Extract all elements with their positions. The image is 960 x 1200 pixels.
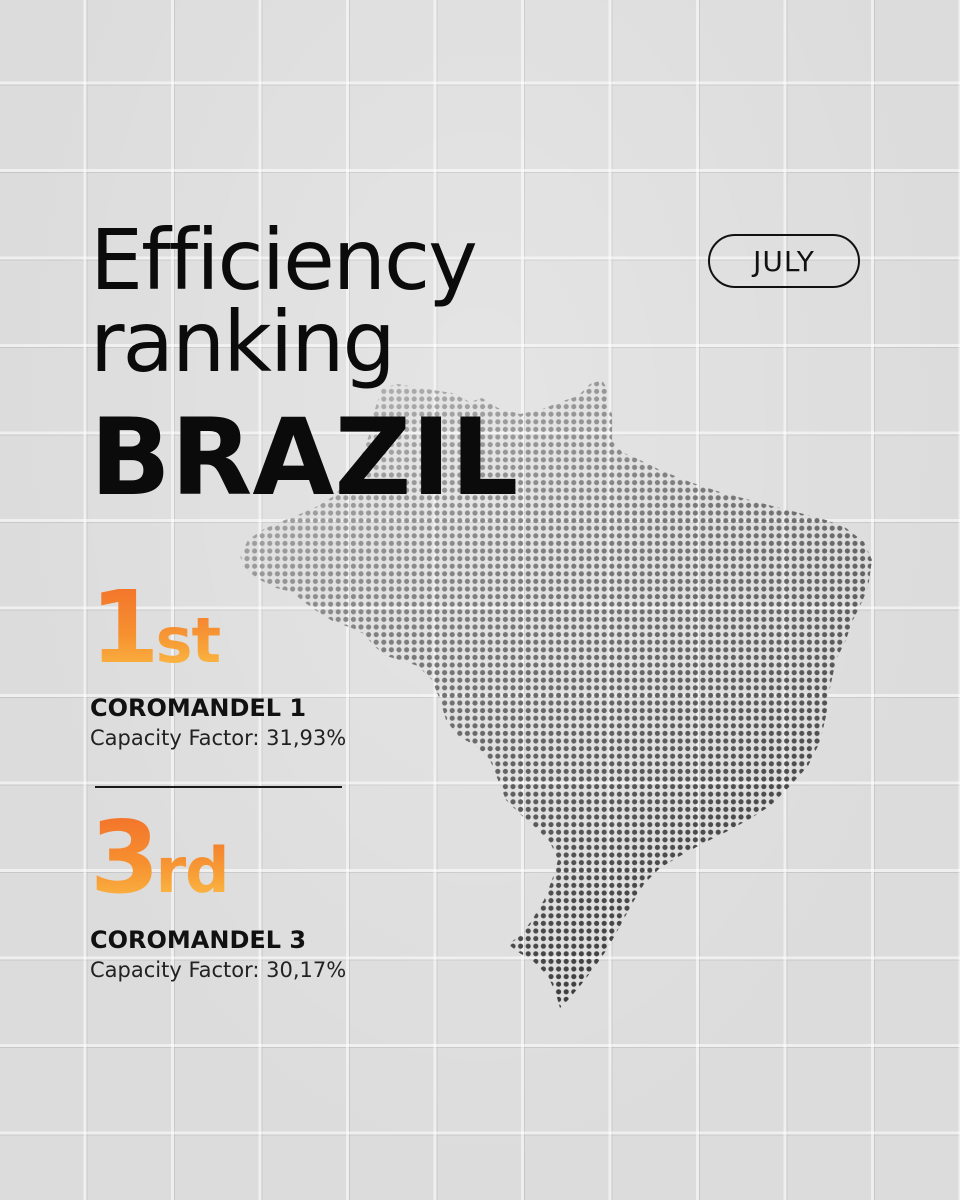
- ranking-entry-third: 3rd COROMANDEL 3 Capacity Factor: 30,17%: [90, 808, 410, 984]
- month-badge: JULY: [708, 234, 860, 288]
- plant-name: COROMANDEL 3: [90, 926, 307, 954]
- rank-suffix: st: [155, 604, 222, 677]
- rank-position: 3rd: [90, 808, 410, 908]
- rank-number: 1: [90, 569, 160, 686]
- divider: [95, 786, 342, 788]
- plant-name: COROMANDEL 1: [90, 694, 307, 722]
- page-title-line-1: Efficiency: [90, 211, 478, 309]
- country-heading: BRAZIL: [90, 396, 519, 519]
- rank-suffix: rd: [155, 834, 230, 907]
- capacity-factor: Capacity Factor: 31,93%: [90, 725, 347, 750]
- ranking-entry-first: 1st COROMANDEL 1 Capacity Factor: 31,93%: [90, 578, 410, 752]
- rank-position: 1st: [90, 578, 410, 678]
- capacity-factor: Capacity Factor: 30,17%: [90, 957, 347, 982]
- page-title-line-2: ranking: [90, 293, 396, 391]
- rank-number: 3: [90, 799, 160, 916]
